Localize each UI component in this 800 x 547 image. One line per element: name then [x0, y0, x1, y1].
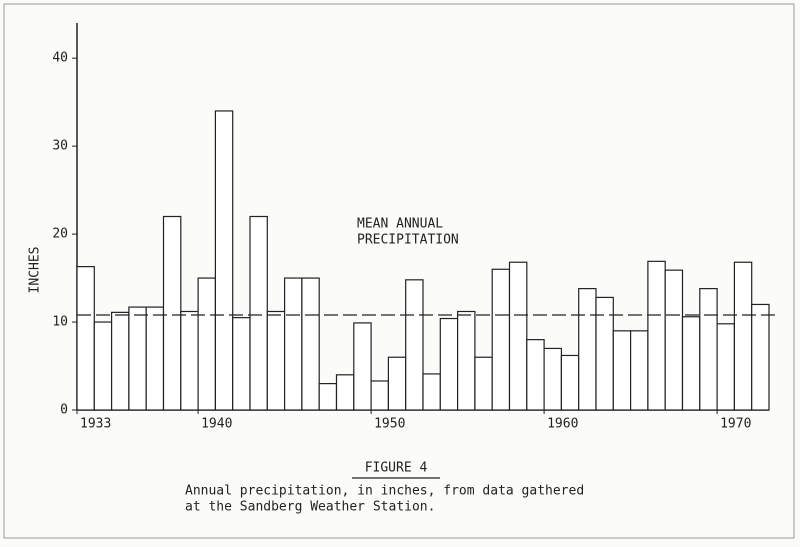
x-tick-label: 1933 [80, 417, 111, 432]
bar [318, 383, 338, 411]
bar [457, 310, 476, 411]
x-tick-label: 1940 [201, 417, 232, 432]
bar [491, 268, 511, 411]
bar [249, 215, 268, 411]
caption: at the Sandberg Weather Station. [185, 500, 435, 515]
figure-label: FIGURE 4 [365, 461, 428, 476]
y-axis-label: INCHES [28, 247, 43, 294]
y-tick-label: 20 [52, 227, 68, 242]
y-tick-label: 0 [60, 403, 68, 418]
bar [647, 260, 666, 411]
bar [353, 322, 372, 411]
bar [128, 306, 147, 411]
bar [716, 323, 735, 411]
bar [699, 288, 718, 411]
page-border [3, 3, 795, 539]
bar [508, 261, 528, 411]
x-tick-label: 1950 [374, 417, 405, 432]
bar [681, 316, 701, 411]
bar [162, 215, 182, 411]
bar [370, 380, 390, 411]
bar [543, 347, 562, 411]
bar [232, 317, 251, 411]
bar [595, 296, 614, 411]
bar [578, 288, 597, 411]
y-tick-label: 30 [52, 139, 68, 154]
bar [474, 356, 493, 411]
bar [560, 354, 580, 411]
annotation: PRECIPITATION [357, 233, 459, 248]
bar [439, 317, 459, 411]
bar [526, 339, 545, 411]
x-tick-label: 1960 [547, 417, 578, 432]
bar [629, 330, 649, 411]
bar [335, 374, 355, 411]
y-tick-label: 40 [52, 51, 68, 66]
bar [180, 310, 199, 411]
bar [733, 261, 753, 411]
bar [214, 110, 234, 411]
bar [301, 277, 320, 411]
bar [76, 266, 95, 411]
bar [405, 279, 424, 411]
bar [387, 356, 407, 411]
bar [197, 277, 217, 411]
bar [664, 269, 684, 411]
bar [612, 330, 632, 411]
bar [284, 277, 303, 411]
bar [93, 321, 113, 411]
bar [751, 303, 770, 411]
y-tick-label: 10 [52, 315, 68, 330]
annotation: MEAN ANNUAL [357, 217, 443, 232]
bar [422, 373, 441, 411]
caption: Annual precipitation, in inches, from da… [185, 484, 584, 499]
bar [145, 306, 165, 411]
bar [266, 310, 286, 411]
bar [110, 311, 130, 411]
x-tick-label: 1970 [720, 417, 751, 432]
